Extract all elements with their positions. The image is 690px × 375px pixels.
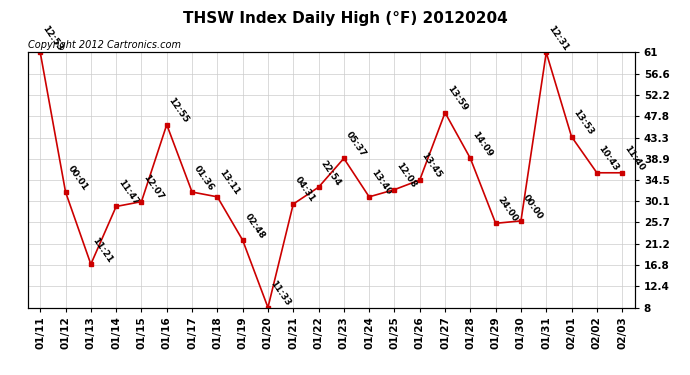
Text: 12:53: 12:53	[40, 24, 64, 52]
Text: THSW Index Daily High (°F) 20120204: THSW Index Daily High (°F) 20120204	[183, 11, 507, 26]
Text: 01:36: 01:36	[192, 164, 216, 192]
Text: 11:21: 11:21	[91, 236, 115, 264]
Text: 00:01: 00:01	[66, 164, 89, 192]
Text: 14:09: 14:09	[471, 130, 494, 158]
Text: 02:48: 02:48	[243, 211, 266, 240]
Text: 13:11: 13:11	[217, 168, 241, 197]
Text: 13:53: 13:53	[571, 108, 595, 137]
Text: 12:55: 12:55	[167, 96, 190, 124]
Text: 11:47: 11:47	[116, 178, 140, 207]
Text: 24:00: 24:00	[495, 195, 520, 223]
Text: 13:45: 13:45	[420, 151, 444, 180]
Text: 22:54: 22:54	[319, 159, 342, 187]
Text: 11:33: 11:33	[268, 279, 292, 308]
Text: 10:43: 10:43	[597, 144, 620, 173]
Text: 12:31: 12:31	[546, 24, 570, 52]
Text: 04:31: 04:31	[293, 176, 317, 204]
Text: 12:07: 12:07	[141, 173, 165, 202]
Text: 13:59: 13:59	[445, 84, 469, 112]
Text: Copyright 2012 Cartronics.com: Copyright 2012 Cartronics.com	[28, 40, 181, 50]
Text: 13:40: 13:40	[369, 168, 393, 197]
Text: 11:40: 11:40	[622, 144, 646, 173]
Text: 00:00: 00:00	[521, 193, 544, 221]
Text: 12:08: 12:08	[395, 161, 418, 190]
Text: 05:37: 05:37	[344, 130, 368, 158]
